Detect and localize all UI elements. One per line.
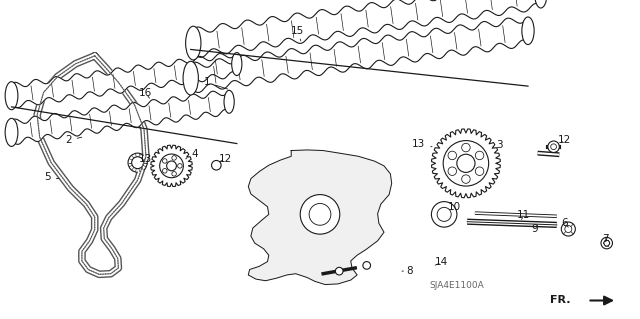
Circle shape: [172, 156, 177, 160]
Ellipse shape: [5, 118, 18, 146]
Circle shape: [561, 222, 575, 236]
Text: 14: 14: [435, 257, 448, 267]
Text: 12: 12: [558, 135, 571, 145]
Ellipse shape: [186, 26, 201, 60]
Circle shape: [476, 167, 484, 175]
Circle shape: [565, 226, 572, 233]
Circle shape: [551, 144, 556, 150]
Circle shape: [363, 262, 371, 269]
Circle shape: [604, 240, 609, 246]
Circle shape: [457, 154, 475, 173]
Polygon shape: [151, 145, 192, 187]
Text: 4: 4: [186, 149, 198, 159]
Circle shape: [601, 237, 612, 249]
Circle shape: [461, 143, 470, 152]
Text: 2: 2: [65, 135, 82, 145]
Text: 13: 13: [140, 154, 152, 165]
Circle shape: [548, 141, 559, 152]
Circle shape: [335, 267, 343, 275]
Text: 12: 12: [219, 154, 232, 164]
Circle shape: [437, 207, 451, 221]
Ellipse shape: [534, 0, 547, 8]
Ellipse shape: [224, 90, 234, 113]
Polygon shape: [191, 0, 543, 57]
Text: 5: 5: [44, 172, 59, 182]
Ellipse shape: [522, 17, 534, 45]
Circle shape: [132, 157, 143, 169]
Text: 13: 13: [412, 139, 432, 149]
Text: 11: 11: [517, 210, 530, 220]
Polygon shape: [10, 91, 230, 145]
Polygon shape: [10, 54, 238, 108]
Text: 3: 3: [496, 140, 502, 150]
Circle shape: [178, 164, 182, 168]
Circle shape: [461, 175, 470, 183]
Circle shape: [309, 204, 331, 225]
Text: 1: 1: [204, 77, 228, 89]
Text: 6: 6: [561, 218, 568, 228]
Text: 10: 10: [448, 202, 461, 212]
Polygon shape: [248, 150, 392, 285]
Circle shape: [448, 151, 456, 160]
Text: FR.: FR.: [550, 295, 570, 306]
Ellipse shape: [5, 82, 18, 110]
Circle shape: [163, 168, 167, 173]
Ellipse shape: [183, 61, 198, 95]
Circle shape: [476, 151, 484, 160]
Circle shape: [448, 167, 456, 175]
Text: 9: 9: [532, 224, 538, 234]
Circle shape: [163, 159, 167, 163]
Circle shape: [166, 161, 177, 171]
Text: 15: 15: [291, 26, 304, 41]
Circle shape: [212, 160, 221, 170]
Circle shape: [431, 202, 457, 227]
Text: 8: 8: [402, 265, 413, 276]
Circle shape: [159, 154, 184, 178]
Circle shape: [128, 153, 147, 172]
Polygon shape: [431, 129, 500, 198]
Text: SJA4E1100A: SJA4E1100A: [429, 281, 484, 290]
Text: 7: 7: [602, 234, 609, 244]
Circle shape: [300, 195, 340, 234]
Polygon shape: [189, 18, 530, 93]
Circle shape: [172, 172, 177, 176]
Circle shape: [443, 141, 489, 186]
Text: 16: 16: [140, 88, 152, 98]
Ellipse shape: [232, 53, 242, 76]
